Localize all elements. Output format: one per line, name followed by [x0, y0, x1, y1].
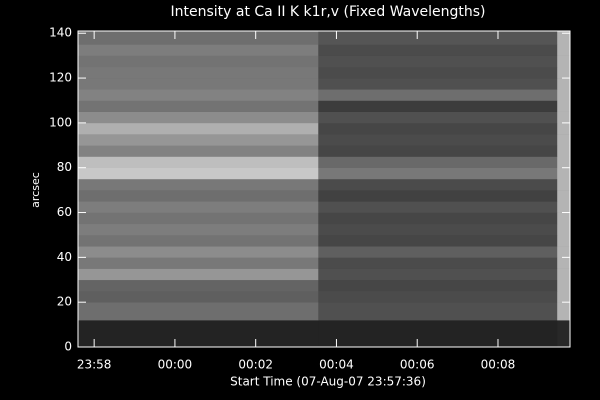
y-tick-label: 120: [49, 71, 72, 85]
heatmap-cell: [557, 66, 571, 79]
heatmap-cell: [318, 302, 558, 321]
heatmap-cell: [318, 257, 558, 269]
y-tick-label: 80: [57, 160, 72, 174]
heatmap-cell: [557, 268, 571, 281]
heatmap-cell: [78, 223, 319, 236]
heatmap-cell: [318, 134, 558, 146]
heatmap-cell: [557, 122, 571, 135]
y-tick-label: 0: [64, 340, 72, 354]
plot-frame: [77, 30, 571, 348]
heatmap-cell: [78, 89, 319, 101]
heatmap-cell: [318, 246, 558, 258]
heatmap-cell: [78, 268, 319, 281]
heatmap-cell: [318, 279, 558, 292]
x-tick-label: 00:06: [400, 358, 435, 372]
y-axis-label: arcsec: [29, 172, 42, 208]
heatmap-cell: [78, 320, 319, 348]
heatmap-cell: [557, 145, 571, 157]
heatmap-cell: [557, 156, 571, 169]
heatmap-cell: [78, 167, 319, 180]
y-tick-label: 60: [57, 205, 72, 219]
x-tick-label: 00:08: [481, 358, 516, 372]
heatmap-cell: [318, 268, 558, 281]
heatmap-cell: [557, 201, 571, 213]
heatmap-cell: [78, 122, 319, 135]
heatmap-cell: [78, 78, 319, 90]
y-tick-label: 100: [49, 115, 72, 129]
heatmap-cell: [318, 167, 558, 180]
heatmap-cell: [78, 302, 319, 321]
heatmap-cell: [557, 55, 571, 68]
x-axis-label: Start Time (07-Aug-07 23:57:36): [230, 375, 426, 389]
heatmap-cell: [318, 122, 558, 135]
heatmap-cell: [557, 134, 571, 146]
heatmap-cell: [557, 290, 571, 303]
heatmap-cell: [78, 145, 319, 157]
heatmap-cell: [78, 156, 319, 169]
heatmap-cell: [557, 257, 571, 269]
heatmap-cell: [557, 78, 571, 90]
heatmap-cell: [557, 302, 571, 321]
heatmap-cell: [557, 167, 571, 180]
heatmap-cell: [78, 201, 319, 213]
x-tick-label: 00:04: [319, 358, 354, 372]
heatmap-cell: [78, 257, 319, 269]
heatmap-cell: [318, 290, 558, 303]
heatmap-cell: [318, 66, 558, 79]
heatmap-cell: [318, 223, 558, 236]
y-tick-label: 140: [49, 26, 72, 40]
heatmap-cell: [557, 320, 571, 348]
heatmap-cell: [78, 246, 319, 258]
heatmap-cell: [78, 279, 319, 292]
heatmap-cell: [557, 31, 571, 45]
heatmap-cell: [78, 111, 319, 124]
x-tick-label: 00:02: [238, 358, 273, 372]
heatmap-cell: [78, 178, 319, 191]
heatmap-cell: [318, 178, 558, 191]
heatmap-cell: [318, 100, 558, 112]
heatmap-cell: [557, 246, 571, 258]
heatmap-cell: [318, 212, 558, 225]
chart-title: Intensity at Ca II K k1r,v (Fixed Wavele…: [171, 4, 486, 20]
heatmap-cell: [318, 145, 558, 157]
heatmap-cell: [557, 178, 571, 191]
heatmap-cell: [78, 31, 319, 45]
heatmap-cell: [318, 234, 558, 247]
heatmap-cell: [557, 89, 571, 101]
heatmap-cell: [557, 279, 571, 292]
heatmap-cell: [557, 234, 571, 247]
heatmap-cell: [557, 190, 571, 202]
heatmap-cell: [318, 201, 558, 213]
heatmap-cell: [78, 134, 319, 146]
heatmap-cell: [318, 190, 558, 202]
heatmap-cell: [78, 66, 319, 79]
y-tick-label: 20: [57, 295, 72, 309]
heatmap-cell: [78, 234, 319, 247]
heatmap-cell: [78, 44, 319, 56]
heatmap-cell: [318, 111, 558, 124]
heatmap-cell: [318, 78, 558, 90]
heatmap-cell: [318, 156, 558, 169]
heatmap-cell: [318, 44, 558, 56]
heatmap-cell: [78, 212, 319, 225]
heatmap-cell: [318, 55, 558, 68]
heatmap-cell: [78, 55, 319, 68]
heatmap-cell: [318, 31, 558, 45]
heatmap-cell: [557, 44, 571, 56]
heatmap-cell: [557, 212, 571, 225]
y-tick-label: 40: [57, 250, 72, 264]
x-tick-label: 23:58: [77, 358, 112, 372]
x-tick-label: 00:00: [158, 358, 193, 372]
heatmap-cell: [557, 100, 571, 112]
heatmap-cell: [557, 111, 571, 124]
heatmap-cell: [318, 89, 558, 101]
heatmap-cell: [557, 223, 571, 236]
heatmap-cell: [318, 320, 558, 348]
heatmap-cell: [78, 190, 319, 202]
heatmap-cell: [78, 100, 319, 112]
heatmap-cell: [78, 290, 319, 303]
